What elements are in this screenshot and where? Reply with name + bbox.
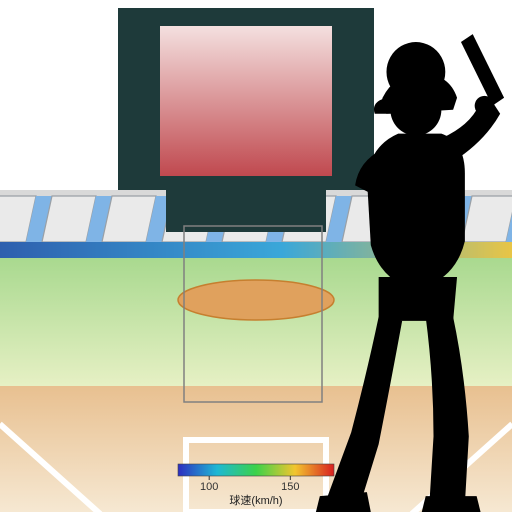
stadium-scene: 100 150球速(km/h) bbox=[0, 0, 512, 512]
speed-tick-label: 100 bbox=[200, 481, 218, 493]
scoreboard-screen bbox=[160, 26, 332, 176]
pitchers-mound bbox=[178, 280, 334, 320]
speed-tick-label: 150 bbox=[281, 481, 299, 493]
speed-axis-label: 球速(km/h) bbox=[229, 493, 282, 507]
